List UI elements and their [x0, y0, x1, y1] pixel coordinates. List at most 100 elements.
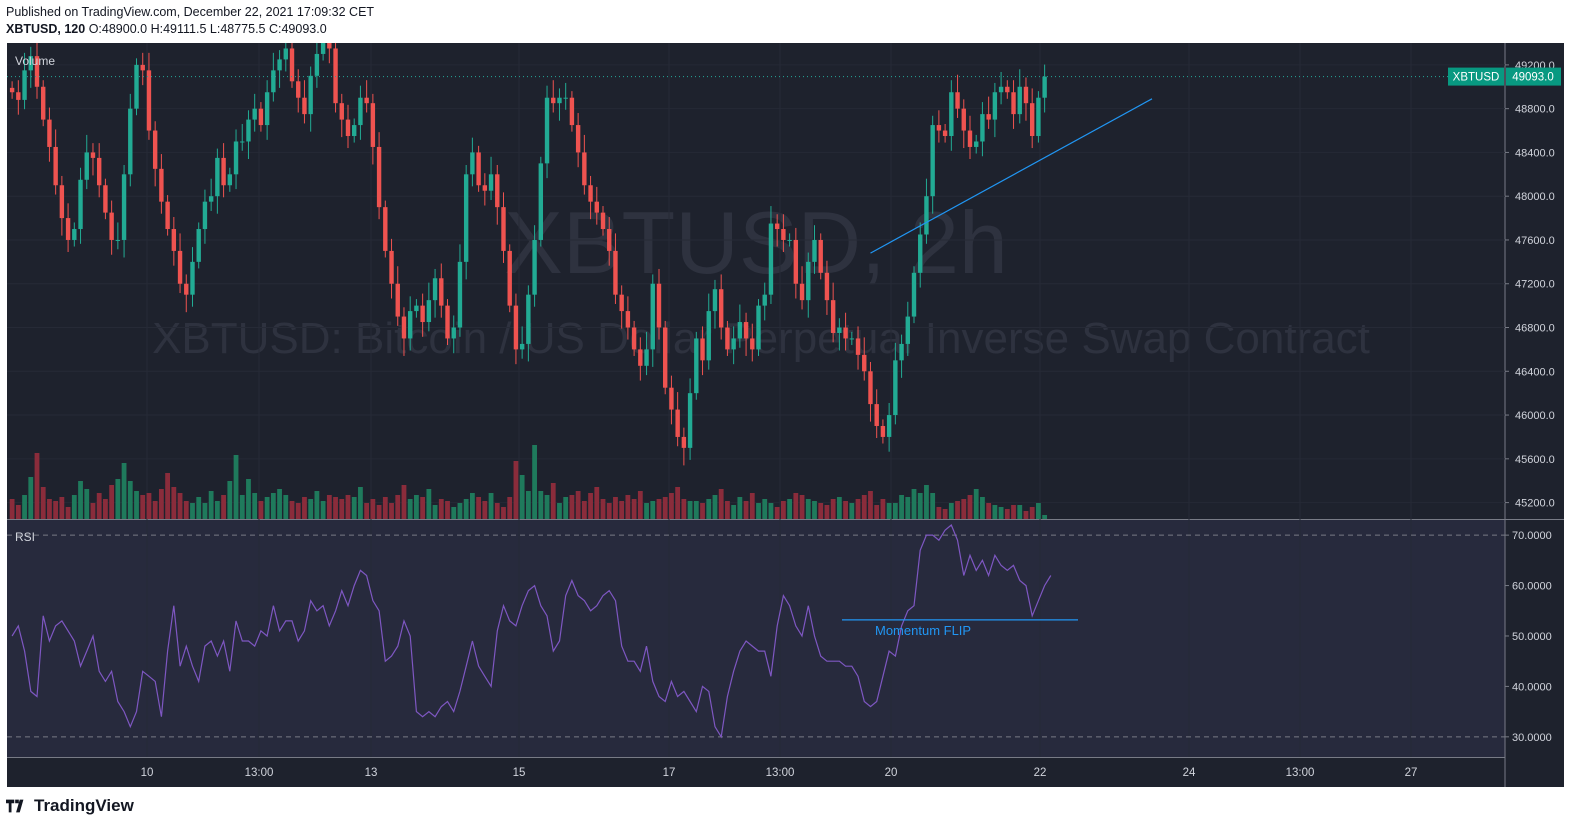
trendline[interactable]: [870, 98, 1153, 254]
chart-container[interactable]: XBTUSD, 2h XBTUSD: Bitcoin / US Dollar P…: [7, 25, 1564, 787]
candle-body: [364, 97, 369, 104]
tradingview-logo-icon: [6, 799, 24, 813]
volume-bar: [47, 499, 52, 519]
volume-bar: [998, 507, 1004, 519]
candle-body: [513, 305, 519, 350]
candle-body: [743, 322, 749, 339]
volume-bar: [631, 499, 637, 519]
volume-bar: [650, 501, 656, 519]
candle-body: [215, 157, 220, 197]
price-tick-label: 47200.0: [1515, 279, 1555, 291]
candle-body: [656, 283, 662, 328]
candle-body: [283, 48, 288, 60]
volume-bar: [426, 489, 432, 519]
candles: [9, 25, 1047, 466]
volume-bar: [581, 501, 587, 519]
time-tick-label: 13:00: [766, 767, 795, 779]
volume-bar: [843, 501, 848, 519]
candle-body: [669, 387, 674, 410]
volume-bar: [233, 455, 239, 519]
candle-body: [681, 436, 687, 448]
volume-bar: [613, 497, 618, 519]
volume-bar: [656, 499, 662, 519]
candle-body: [868, 371, 873, 405]
candle-body: [650, 283, 655, 350]
volume-bar: [955, 501, 960, 519]
candle-body: [899, 343, 904, 361]
volume-bar: [687, 501, 693, 519]
candle-body: [53, 146, 58, 186]
candle-body: [59, 185, 65, 219]
volume-bar: [320, 501, 326, 519]
volume-bar: [389, 503, 394, 519]
volume-bars: [9, 445, 1048, 519]
candle-body: [687, 393, 693, 448]
volume-bar: [177, 493, 183, 519]
volume-bar: [588, 493, 593, 519]
candle-body: [538, 163, 544, 240]
volume-bar: [911, 489, 917, 519]
candle-body: [781, 229, 786, 240]
candle-body: [750, 338, 755, 350]
candle-body: [376, 146, 382, 208]
volume-bar: [221, 495, 226, 519]
volume-bar: [812, 501, 817, 519]
volume-bar: [208, 491, 214, 519]
volume-bar: [463, 499, 469, 519]
volume-bar: [600, 499, 606, 519]
time-axis: 10 13:00 13 15 17 13:00 20 22 24 13:00 27: [141, 767, 1418, 779]
candle-body: [936, 125, 942, 131]
candle-body: [72, 229, 77, 240]
candle-body: [289, 48, 295, 82]
volume-bar: [333, 497, 338, 519]
candle-body: [476, 152, 481, 186]
candle-body: [675, 409, 680, 437]
price-tick-label: 45600.0: [1515, 454, 1555, 466]
candle-body: [905, 316, 910, 344]
candle-body: [532, 239, 537, 295]
candle-body: [252, 108, 257, 120]
volume-bar: [544, 495, 550, 519]
candle-body: [221, 157, 226, 186]
candle-body: [333, 48, 338, 104]
price-tick-label: 48800.0: [1515, 104, 1555, 116]
candle-body: [1005, 86, 1010, 93]
volume-bar: [15, 505, 21, 519]
volume-bar: [563, 497, 569, 519]
candle-body: [1036, 97, 1041, 137]
volume-bar: [712, 495, 718, 519]
volume-bar: [557, 503, 562, 519]
volume-bar: [59, 497, 65, 519]
candle-body: [737, 322, 743, 339]
chart-svg[interactable]: XBTUSD, 2h XBTUSD: Bitcoin / US Dollar P…: [7, 25, 1564, 787]
time-tick-label: 20: [885, 767, 898, 779]
volume-bar: [376, 505, 382, 519]
price-tag-symbol: XBTUSD: [1453, 72, 1500, 84]
candle-body: [1023, 86, 1029, 104]
price-tag-value: 49093.0: [1512, 72, 1554, 84]
ohlc-high: H:49111.5: [150, 22, 207, 36]
candle-body: [171, 229, 177, 251]
rsi-line: [11, 524, 1052, 739]
footer-brand[interactable]: TradingView: [6, 796, 134, 816]
volume-bar: [239, 495, 245, 519]
volume-bar: [53, 501, 59, 519]
candle-body: [159, 168, 164, 202]
candle-body: [600, 212, 606, 230]
candle-body: [401, 316, 407, 339]
candle-body: [806, 261, 811, 301]
ohlc-open: O:48900.0: [88, 22, 148, 36]
volume-bar: [855, 499, 861, 519]
candle-body: [308, 75, 313, 115]
candle-body: [638, 349, 643, 366]
volume-bar: [905, 497, 911, 519]
candle-body: [575, 125, 581, 153]
volume-bar: [1023, 511, 1029, 519]
time-tick-label: 15: [513, 767, 526, 779]
price-tick-label: 46000.0: [1515, 410, 1555, 422]
candle-body: [918, 234, 923, 273]
candle-body: [961, 108, 966, 131]
candle-body: [551, 97, 556, 104]
candle-body: [507, 250, 512, 306]
volume-bar: [805, 499, 811, 519]
